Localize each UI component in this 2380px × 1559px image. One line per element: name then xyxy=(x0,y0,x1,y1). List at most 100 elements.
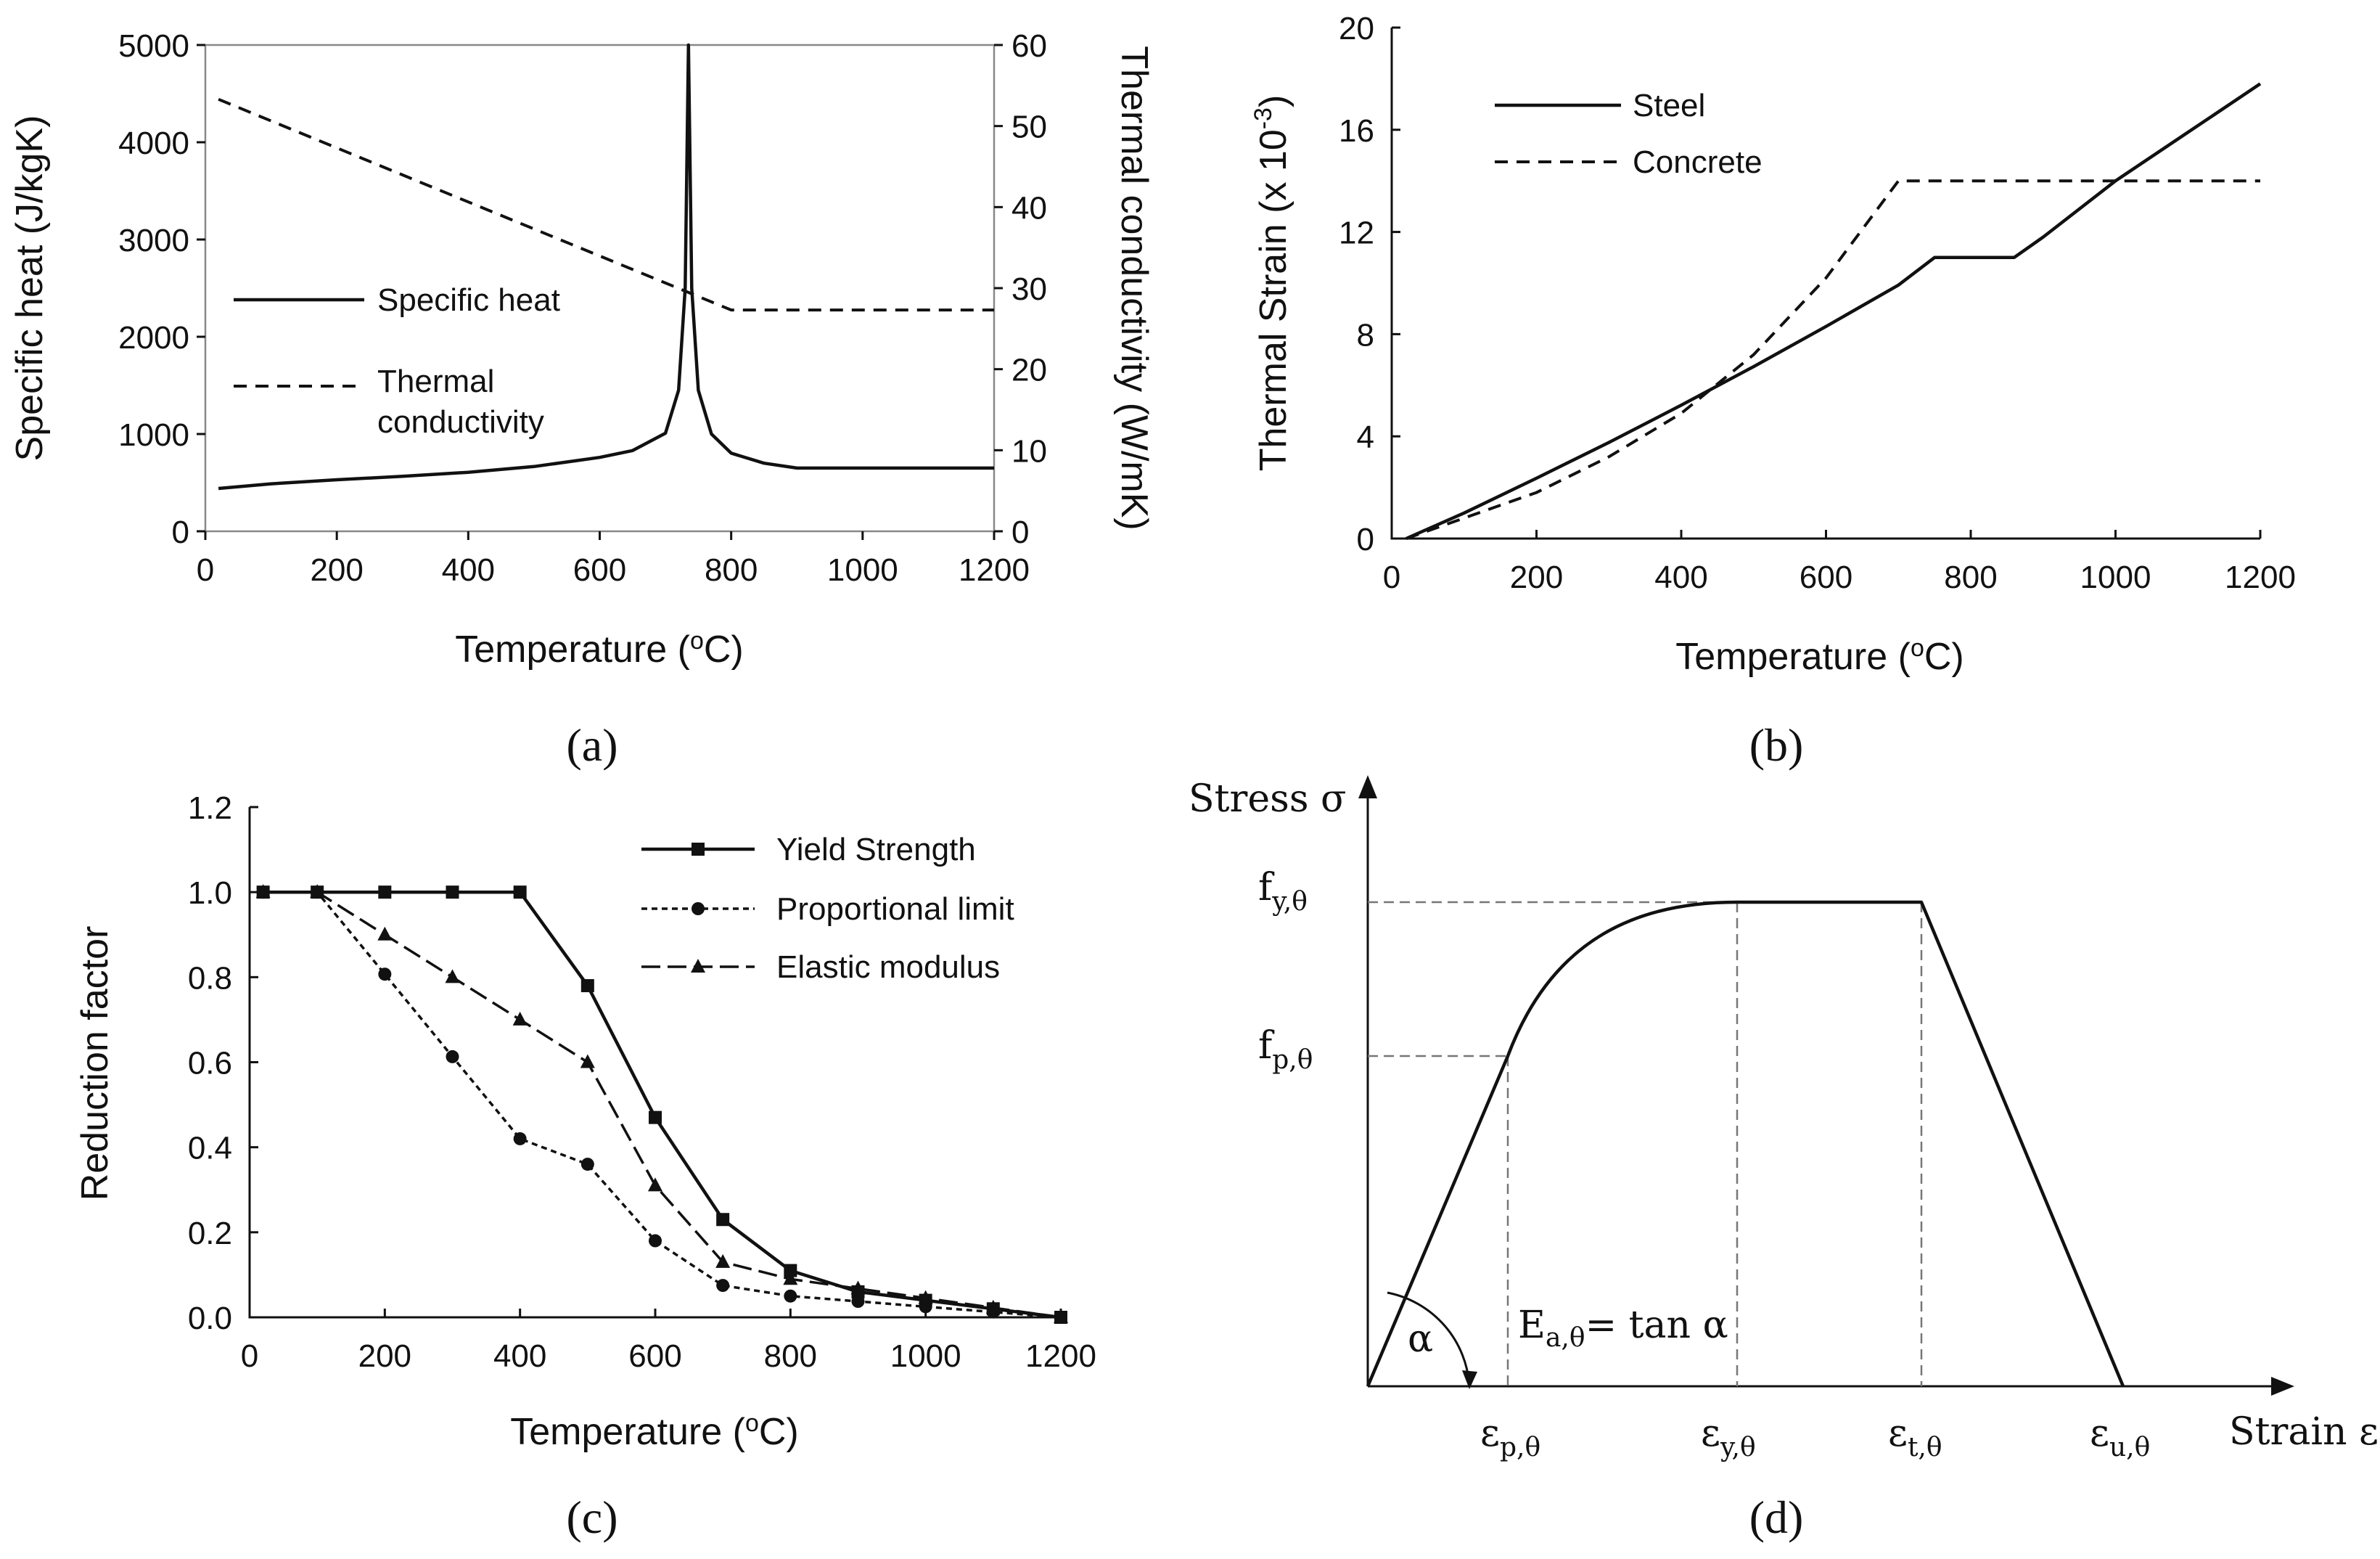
panel-a-legend: Specific heat Thermal conductivity xyxy=(234,282,560,440)
eps-y-label: εy,θ xyxy=(1701,1412,1756,1462)
panel-d-y-axis-arrowhead xyxy=(1358,775,1377,798)
panel-c-point-elastic-modulus xyxy=(512,1011,528,1026)
legend-label-proportional-limit: Proportional limit xyxy=(776,891,1014,927)
panel-c-point-elastic-modulus xyxy=(715,1253,731,1268)
panel-c-point-proportional-limit xyxy=(851,1295,865,1309)
panel-c-point-elastic-modulus xyxy=(783,1271,798,1285)
panel-c-point-yield-strength xyxy=(580,979,594,993)
legend-label-elastic-modulus: Elastic modulus xyxy=(776,949,1000,985)
legend-label-specific-heat: Specific heat xyxy=(377,282,560,318)
panel-b-x-tick-label: 200 xyxy=(1510,560,1563,595)
panel-a-left-y-axis-label: Specific heat (J/kgK) xyxy=(9,115,51,462)
alpha-arc-arrowhead xyxy=(1462,1370,1477,1389)
alpha-label: α xyxy=(1408,1317,1433,1361)
panel-c-y-tick-label: 0.4 xyxy=(188,1131,232,1166)
panel-a-right-y-axis-label: Thermal conductivity (W/mK) xyxy=(1113,46,1155,530)
panel-b-y-axis-label: Thermal Strain (x 10-3) xyxy=(1250,95,1294,472)
panel-a-x-tick-label: 400 xyxy=(442,552,495,588)
stress-axis-label: Stress σ xyxy=(1189,777,1347,821)
panel-a-x-tick-label: 1200 xyxy=(959,552,1030,588)
panel-c-point-proportional-limit xyxy=(513,1132,527,1145)
panel-c-x-tick-label: 400 xyxy=(493,1338,546,1374)
panel-c-point-proportional-limit xyxy=(784,1289,797,1303)
panel-c-x-tick-label: 200 xyxy=(358,1338,411,1374)
panel-b-caption: (b) xyxy=(1749,719,1804,771)
panel-c-point-yield-strength xyxy=(378,885,392,899)
panel-c-series xyxy=(255,884,1068,1324)
panel-a-left-y-tick-label: 0 xyxy=(172,515,189,550)
panel-c-point-proportional-limit xyxy=(580,1158,594,1171)
panel-a-right-y-tick-label: 60 xyxy=(1012,28,1047,64)
panel-c-x-tick-label: 1200 xyxy=(1025,1338,1096,1374)
panel-b-x-tick-label: 800 xyxy=(1944,560,1997,595)
panel-b-legend: Steel Concrete xyxy=(1495,88,1763,180)
panel-a-x-tick-label: 0 xyxy=(197,552,214,588)
panel-c-y-tick-label: 0.0 xyxy=(188,1301,232,1336)
panel-b-y-tick-label: 20 xyxy=(1339,11,1374,46)
panel-c-point-proportional-limit xyxy=(378,967,392,981)
panel-a-left-y-tick-label: 2000 xyxy=(118,320,189,356)
fy-label: fy,θ xyxy=(1258,866,1308,917)
panel-b-x-tick-label: 600 xyxy=(1800,560,1852,595)
legend-label-steel: Steel xyxy=(1633,88,1705,123)
panel-c-point-yield-strength xyxy=(649,1110,662,1124)
legend-label-thermal: Thermal xyxy=(377,364,494,399)
panel-a-series-specific-heat xyxy=(218,43,994,491)
eps-t-label: εt,θ xyxy=(1888,1412,1942,1462)
panel-a-left-y-tick-label: 3000 xyxy=(118,223,189,258)
panel-a-right-y-tick-label: 30 xyxy=(1012,271,1047,307)
eps-p-label: εp,θ xyxy=(1480,1412,1540,1462)
legend-label-yield-strength: Yield Strength xyxy=(776,832,976,867)
panel-c-y-tick-label: 0.8 xyxy=(188,960,232,996)
panel-c-reduction-factor-chart: 0 200 400 600 800 1000 1200 0.0 0.2 0.4 0.6 0.8 1.0… xyxy=(74,790,1096,1543)
panel-c-x-ticks: 0 200 400 600 800 1000 1200 xyxy=(241,1309,1096,1374)
panel-c-y-tick-label: 1.0 xyxy=(188,875,232,911)
panel-a-left-y-tick-label: 5000 xyxy=(118,28,189,64)
legend-marker-elastic-modulus xyxy=(691,959,705,973)
panel-b-y-tick-label: 16 xyxy=(1339,113,1374,149)
panel-a-x-axis-label: Temperature (oC) xyxy=(455,627,743,671)
panel-a-right-y-tick-label: 50 xyxy=(1012,110,1047,145)
panel-a-x-ticks: 0 200 400 600 800 1000 1200 xyxy=(197,531,1030,588)
panel-b-y-tick-label: 12 xyxy=(1339,216,1374,251)
panel-c-y-ticks: 0.0 0.2 0.4 0.6 0.8 1.0 1.2 xyxy=(188,790,258,1336)
panel-a-right-y-ticks: 0 10 20 30 40 50 60 xyxy=(994,28,1047,550)
panel-a-right-y-tick-label: 20 xyxy=(1012,353,1047,388)
panel-c-x-tick-label: 600 xyxy=(628,1338,681,1374)
panel-c-point-elastic-modulus xyxy=(850,1280,866,1295)
panel-a-right-y-tick-label: 0 xyxy=(1012,515,1029,550)
panel-a-x-tick-label: 200 xyxy=(310,552,363,588)
panel-c-x-tick-label: 800 xyxy=(764,1338,817,1374)
panel-b-x-axis-label: Temperature (oC) xyxy=(1675,634,1964,678)
panel-d-x-axis-arrowhead xyxy=(2271,1377,2294,1396)
panel-c-y-tick-label: 0.2 xyxy=(188,1216,232,1251)
panel-a-left-y-tick-label: 4000 xyxy=(118,126,189,161)
panel-c-point-elastic-modulus xyxy=(985,1299,1001,1314)
panel-b-y-ticks: 0 4 8 12 16 20 xyxy=(1339,11,1400,557)
panel-b-x-ticks: 0 200 400 600 800 1000 1200 xyxy=(1383,530,2296,595)
panel-b-series-steel xyxy=(1406,82,2262,541)
legend-label-concrete: Concrete xyxy=(1633,144,1763,180)
panel-c-point-elastic-modulus xyxy=(255,884,271,899)
panel-b-x-tick-label: 400 xyxy=(1654,560,1707,595)
panel-b-thermal-strain-chart: 0 200 400 600 800 1000 1200 0 4 8 12 16 20 Temperat… xyxy=(1250,11,2296,771)
panel-c-point-elastic-modulus xyxy=(648,1177,662,1192)
panel-c-x-axis-label: Temperature (oC) xyxy=(510,1409,798,1453)
panel-a-specific-heat-chart: 0 200 400 600 800 1000 1200 010002000300040005… xyxy=(9,28,1155,771)
panel-b-y-tick-label: 8 xyxy=(1357,317,1374,353)
stress-strain-curve xyxy=(1366,900,2125,1387)
legend-marker-yield-strength xyxy=(692,843,705,856)
panel-c-point-yield-strength xyxy=(513,885,527,899)
legend-marker-proportional-limit xyxy=(692,902,705,915)
panel-c-point-elastic-modulus xyxy=(445,969,460,983)
panel-c-point-elastic-modulus xyxy=(580,1054,595,1068)
strain-axis-label: Strain ε xyxy=(2229,1410,2379,1454)
panel-c-caption: (c) xyxy=(566,1492,617,1543)
panel-b-x-tick-label: 1200 xyxy=(2225,560,2296,595)
panel-a-x-tick-label: 600 xyxy=(573,552,626,588)
panel-c-point-proportional-limit xyxy=(716,1279,730,1293)
panel-c-y-tick-label: 0.6 xyxy=(188,1046,232,1081)
panel-c-point-elastic-modulus xyxy=(377,926,393,941)
panel-c-x-tick-label: 1000 xyxy=(890,1338,961,1374)
panel-a-series-thermal-conductivity xyxy=(218,97,994,312)
